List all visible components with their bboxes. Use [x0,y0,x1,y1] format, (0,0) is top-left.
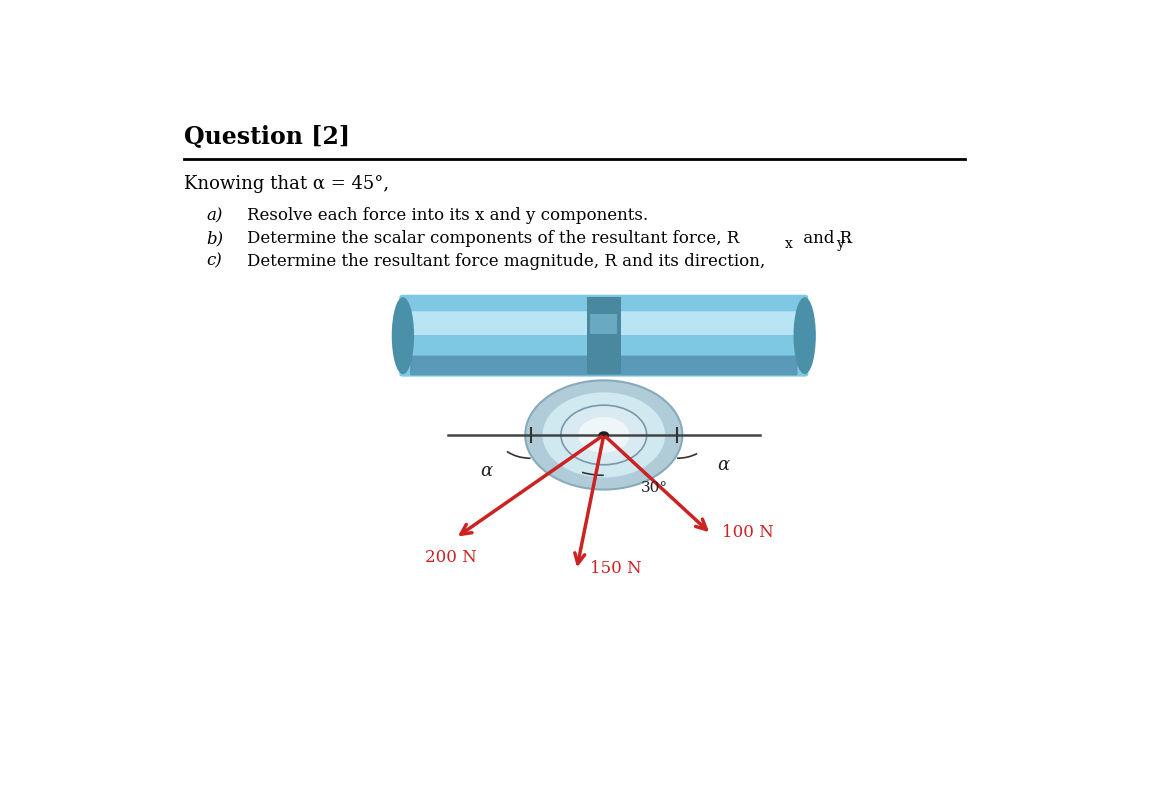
Text: Resolve each force into its x and y components.: Resolve each force into its x and y comp… [247,207,647,224]
Circle shape [578,417,629,453]
Ellipse shape [794,297,816,374]
Text: α: α [480,462,492,480]
FancyBboxPatch shape [410,355,797,376]
Text: b): b) [206,230,223,247]
Text: a): a) [206,207,222,224]
Text: Determine the resultant force magnitude, R and its direction,: Determine the resultant force magnitude,… [247,253,765,270]
Ellipse shape [392,297,414,374]
Text: Knowing that α = 45°,: Knowing that α = 45°, [184,175,389,193]
Text: 150 N: 150 N [590,560,642,577]
Text: x: x [785,237,793,251]
Text: 30°: 30° [642,480,668,495]
Text: y: y [836,237,844,251]
Bar [586,297,621,374]
Circle shape [561,405,646,465]
FancyBboxPatch shape [400,295,809,376]
Text: .: . [846,230,851,247]
Circle shape [525,380,682,489]
Text: Question [2]: Question [2] [184,126,350,149]
Circle shape [598,431,609,438]
Text: 100 N: 100 N [722,524,774,541]
Text: 200 N: 200 N [425,549,477,567]
Circle shape [543,393,665,478]
Text: c): c) [206,253,222,270]
Bar [590,314,617,334]
Text: and R: and R [797,230,851,247]
Text: Determine the scalar components of the resultant force, R: Determine the scalar components of the r… [247,230,738,247]
FancyBboxPatch shape [410,311,797,335]
Text: α: α [718,455,729,474]
